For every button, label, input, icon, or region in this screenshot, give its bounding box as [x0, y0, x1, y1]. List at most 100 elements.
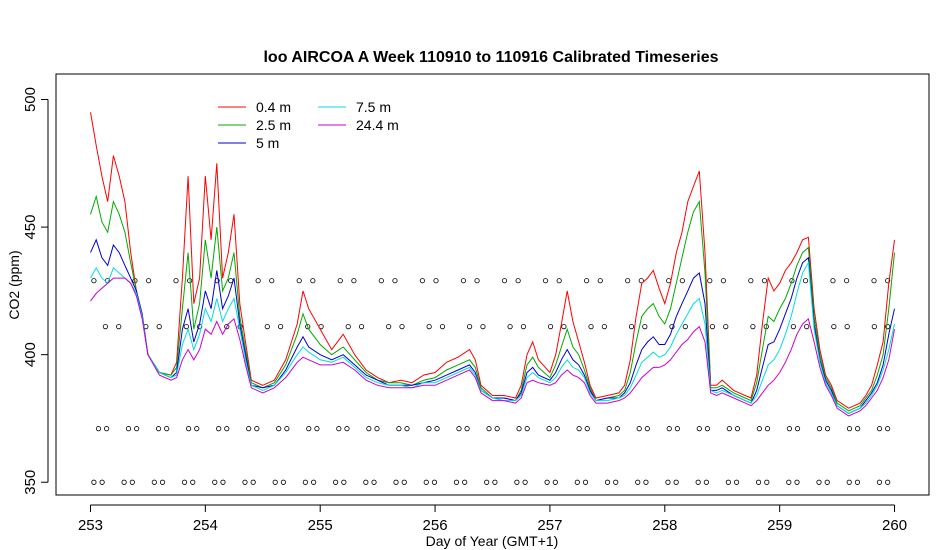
marker-point — [885, 426, 891, 432]
marker-point — [614, 426, 620, 432]
x-tick-label: 259 — [767, 517, 792, 534]
marker-point — [155, 426, 162, 432]
marker-point — [871, 278, 877, 284]
marker-point — [855, 426, 861, 432]
marker-point — [426, 323, 432, 330]
marker-point — [311, 479, 317, 485]
marker-point — [824, 479, 830, 485]
marker-point — [816, 479, 822, 485]
marker-point — [272, 479, 278, 485]
marker-point — [116, 323, 122, 330]
marker-point — [434, 426, 440, 432]
marker-point — [544, 479, 550, 485]
marker-point — [748, 278, 754, 284]
marker-point — [246, 426, 252, 432]
marker-point — [404, 426, 410, 432]
marker-point — [794, 479, 800, 485]
marker-point — [720, 278, 727, 284]
y-axis: 350 400 450 500 — [22, 87, 49, 495]
marker-point — [830, 278, 836, 284]
marker-point — [674, 426, 680, 432]
series-line-7-5-m — [90, 261, 895, 414]
marker-point — [99, 479, 105, 485]
marker-rows — [91, 278, 891, 485]
marker-point — [522, 479, 528, 485]
marker-point — [91, 479, 97, 485]
marker-point — [480, 323, 486, 330]
marker-point — [679, 278, 685, 284]
marker-point — [341, 479, 347, 485]
x-tick-label: 258 — [652, 517, 677, 534]
marker-point — [606, 426, 612, 432]
marker-point — [507, 323, 513, 330]
marker-point — [156, 323, 162, 330]
marker-point — [467, 323, 473, 330]
marker-point — [190, 479, 196, 485]
marker-point — [129, 479, 135, 485]
marker-point — [761, 278, 768, 284]
marker-point — [682, 323, 688, 330]
marker-point — [546, 426, 552, 432]
marker-point — [846, 479, 852, 485]
marker-point — [552, 479, 558, 485]
marker-point — [181, 479, 188, 485]
marker-point — [296, 278, 302, 284]
marker-point — [885, 479, 891, 485]
marker-point — [344, 426, 350, 432]
marker-point — [453, 479, 460, 485]
marker-point — [636, 426, 642, 432]
marker-point — [173, 278, 179, 284]
marker-point — [224, 323, 230, 330]
marker-point — [642, 323, 648, 330]
marker-point — [665, 479, 671, 485]
marker-point — [750, 323, 756, 330]
marker-point — [723, 323, 729, 330]
legend-label: 7.5 m — [356, 99, 391, 115]
marker-point — [673, 479, 679, 485]
marker-point — [91, 278, 97, 284]
marker-point — [186, 426, 192, 432]
y-tick-label: 350 — [22, 470, 39, 495]
marker-point — [216, 426, 222, 432]
marker-point — [554, 426, 560, 432]
marker-point — [336, 426, 342, 432]
marker-point — [644, 426, 650, 432]
marker-point — [194, 426, 200, 432]
marker-point — [224, 426, 230, 432]
marker-point — [514, 479, 520, 485]
marker-point — [816, 426, 823, 432]
marker-point — [515, 278, 521, 284]
marker-point — [159, 479, 166, 485]
x-tick-label: 253 — [78, 517, 103, 534]
marker-point — [542, 278, 549, 284]
marker-point — [386, 323, 392, 330]
legend-label: 5 m — [256, 135, 279, 151]
marker-point — [366, 426, 372, 432]
marker-point — [95, 426, 102, 432]
marker-point — [121, 479, 127, 485]
marker-point — [433, 278, 439, 284]
marker-point — [802, 278, 809, 284]
marker-point — [524, 426, 530, 432]
marker-point — [520, 323, 527, 330]
marker-point — [582, 479, 589, 485]
marker-point — [824, 426, 831, 432]
marker-point — [709, 323, 716, 330]
legend-label: 2.5 m — [256, 117, 291, 133]
marker-point — [378, 278, 384, 284]
marker-point — [492, 479, 498, 485]
marker-point — [333, 479, 339, 485]
marker-point — [704, 426, 711, 432]
y-axis-label: CO2 (ppm) — [6, 250, 22, 319]
marker-point — [474, 278, 480, 284]
marker-point — [726, 426, 732, 432]
marker-point — [574, 479, 580, 485]
marker-point — [764, 426, 771, 432]
marker-point — [494, 426, 500, 432]
marker-point — [399, 323, 405, 330]
marker-point — [393, 479, 399, 485]
marker-point — [460, 278, 467, 284]
marker-point — [351, 278, 357, 284]
x-tick-label: 254 — [193, 517, 218, 534]
marker-point — [264, 323, 270, 330]
